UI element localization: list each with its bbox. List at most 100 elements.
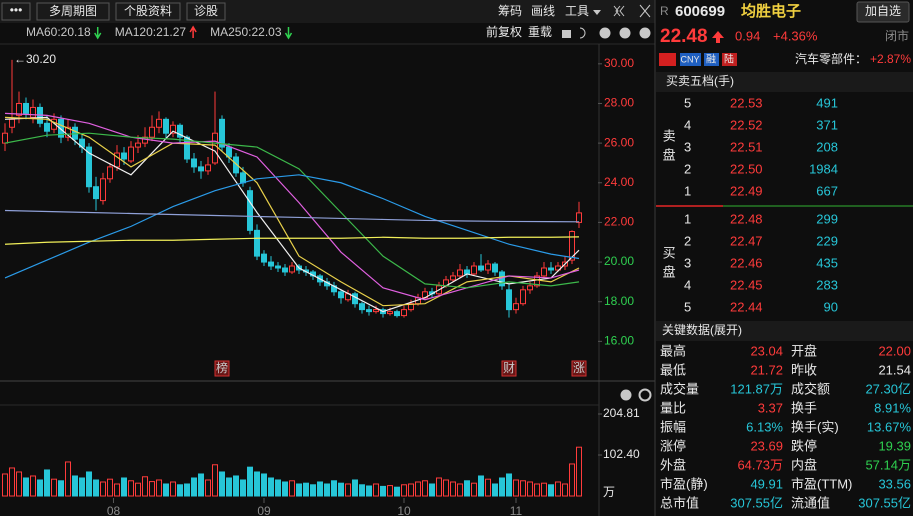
key-value: 21.72 [750,362,783,377]
candle-body [548,267,555,271]
key-value: 64.73万 [737,457,783,472]
undo-icon[interactable] [579,27,586,39]
volume-bar [29,475,36,497]
tool-label[interactable]: 画线 [531,4,555,18]
zoom-out-icon[interactable] [619,27,631,39]
trend-arrow [94,27,102,40]
book-level: 4 [684,277,691,292]
candle-body [569,231,576,261]
candle-body [22,102,29,114]
volume-bar [478,475,485,497]
tag: 融 [706,54,716,66]
expand-icon[interactable] [639,4,651,18]
volume-bar [506,473,513,497]
candle-body [478,265,485,271]
book-price: 22.48 [730,211,763,226]
watch-label[interactable]: 加自选 [865,4,901,18]
moving-average [4,236,580,245]
option-label[interactable]: 前复权 [486,24,522,39]
lock-icon[interactable] [562,30,571,38]
volume-bar [85,471,92,497]
tag-box [680,53,701,66]
tab-label[interactable]: 多周期图 [49,4,97,18]
volume-bar [380,485,387,497]
tab-button[interactable] [186,2,226,21]
volume-bar [183,483,190,497]
candle-body [57,118,64,138]
key-label: 最低 [660,362,686,377]
volume-bar [555,481,562,497]
market-status: 闭市 [885,28,909,43]
collapse-icon[interactable] [613,5,625,17]
last-price: 22.48 [660,26,708,47]
stock-code: 600699 [675,3,725,20]
volume-bar [197,473,204,497]
tab-label[interactable]: 诊股 [194,4,218,18]
event-badge [214,360,230,377]
volume-bar [520,480,527,497]
tab-button[interactable] [115,2,181,21]
close-icon[interactable] [620,389,632,401]
volume-bar [408,483,415,497]
volume-bar [162,483,169,497]
volume-bar [281,481,288,497]
key-value: 3.37 [758,400,783,415]
menu-button[interactable] [1,2,31,21]
volume-bar [464,480,471,497]
watch-button[interactable] [856,1,910,23]
volume-bar [22,477,29,497]
volume-bar [317,481,324,497]
sector-name: 汽车零部件： [795,51,867,66]
volume-bar [436,477,443,497]
volume-bar [352,479,359,497]
book-price: 22.50 [730,161,763,176]
menu-label[interactable]: ••• [10,3,23,17]
candle-body [513,303,520,311]
key-value: 307.55亿 [858,495,911,510]
volume-bar [218,471,225,497]
volume-bar [296,483,302,497]
volume-bar [443,479,450,497]
tab-label[interactable]: 个股资料 [124,4,172,18]
candle-body [85,146,92,188]
key-label: 市盈(静) [660,476,708,491]
volume-bar [274,479,281,497]
moving-average [4,174,580,279]
tab-button[interactable] [36,2,110,21]
tool-label[interactable]: 筹码 [498,4,522,18]
x-tick-label: 10 [397,504,411,516]
volume-bar [345,483,352,497]
volume-bar [71,475,78,497]
sell-label: 卖盘 [661,129,676,167]
option-label[interactable]: 重载 [528,25,552,39]
candle-body [120,152,127,160]
candle-body [352,293,359,305]
tool-label[interactable]: 工具 [565,4,589,18]
key-label: 换手(实) [791,419,839,434]
volume-bar [387,485,394,497]
volume-bar [1,473,8,497]
key-value: 33.56 [878,476,911,491]
volume-bar [576,446,583,497]
settings-icon[interactable] [638,388,652,402]
candle-body [338,291,345,299]
key-value: 19.39 [878,438,911,453]
key-label: 涨停 [660,438,686,453]
key-value: 27.30亿 [865,381,911,396]
candle-body [176,124,183,138]
volume-unit: 万 [603,485,615,499]
tag: CNY [680,54,699,64]
close-icon[interactable] [639,27,651,39]
high-marker: ←30.20 [14,52,56,66]
volume-bar [204,479,211,497]
volume-bar [499,477,506,497]
volume-bar [92,479,99,497]
moving-average [4,209,580,223]
candle-body [408,303,415,311]
zoom-in-icon[interactable] [599,27,611,39]
candle-body [471,265,478,275]
dropdown-icon[interactable] [593,10,601,15]
sector-change: +2.87% [870,52,911,66]
candle-body [401,309,408,317]
candle-body [239,172,246,184]
